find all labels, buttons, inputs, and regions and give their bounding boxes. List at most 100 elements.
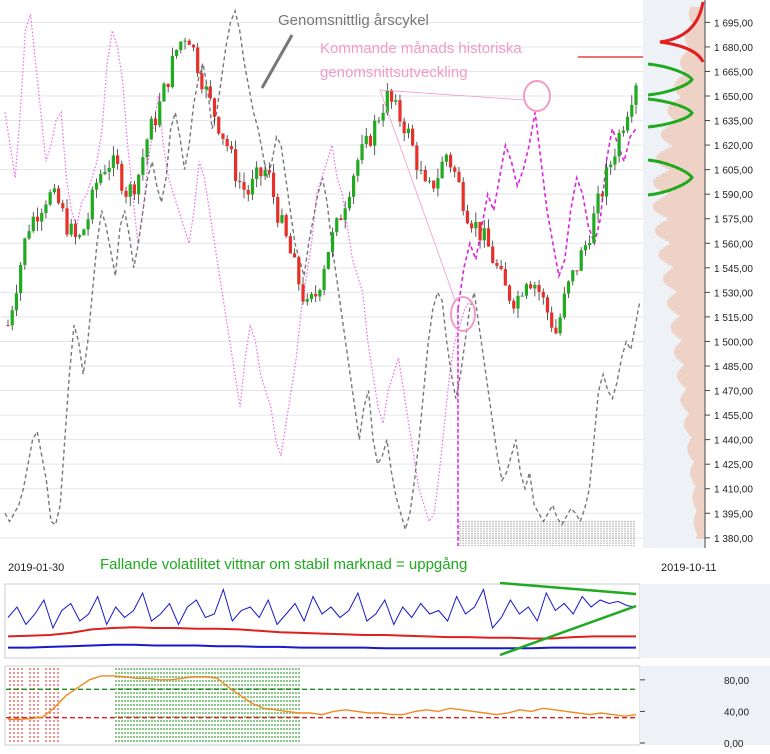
main-panel xyxy=(0,0,643,548)
candle-up xyxy=(250,179,255,195)
candle-down xyxy=(35,216,40,222)
candle-down xyxy=(132,184,137,195)
y-tick-label: 1 500,00 xyxy=(714,337,753,348)
candle-up xyxy=(579,250,583,271)
candle-up xyxy=(305,299,309,302)
volatility-axis-panel xyxy=(640,584,770,658)
candle-up xyxy=(566,281,571,294)
y-tick-label: 1 515,00 xyxy=(714,313,753,324)
candle-down xyxy=(541,291,545,298)
green-arrow xyxy=(647,62,694,97)
candle-down xyxy=(124,190,128,197)
candle-down xyxy=(297,257,301,285)
y-tick-label: 1 545,00 xyxy=(714,264,753,275)
y-tick-label: 1 485,00 xyxy=(714,362,753,373)
candle-up xyxy=(280,215,284,223)
rsi-tick-label: 0,00 xyxy=(724,739,744,749)
candle-up xyxy=(625,116,630,131)
candle-down xyxy=(229,146,233,150)
pink-pointer-top xyxy=(379,89,526,101)
candle-down xyxy=(73,223,78,238)
forecast-line xyxy=(457,112,637,309)
y-tick-label: 1 620,00 xyxy=(714,141,753,152)
candle-up xyxy=(174,49,179,57)
volatility-red-line xyxy=(7,626,636,640)
y-tick-label: 1 440,00 xyxy=(714,436,753,447)
y-tick-label: 1 590,00 xyxy=(714,190,753,201)
candle-up xyxy=(356,160,360,176)
candle-up xyxy=(48,192,52,205)
candle-up xyxy=(183,40,187,42)
candle-down xyxy=(288,236,292,254)
y-tick-label: 1 560,00 xyxy=(714,239,753,250)
y-tick-label: 1 455,00 xyxy=(714,411,753,422)
candle-up xyxy=(128,184,132,197)
candle-down xyxy=(221,133,225,139)
candle-up xyxy=(347,196,351,209)
candle-down xyxy=(550,312,554,328)
candle-up xyxy=(377,120,381,122)
candle-down xyxy=(389,90,394,102)
candle-down xyxy=(212,98,217,117)
candle-up xyxy=(99,174,103,183)
candle-up xyxy=(516,295,520,309)
rsi-line xyxy=(8,675,637,720)
candle-up xyxy=(137,174,141,195)
candle-down xyxy=(512,300,516,309)
candle-down xyxy=(491,246,495,263)
candle-down xyxy=(486,228,491,247)
candle-down xyxy=(423,169,427,182)
volatility-trend-top xyxy=(499,581,637,596)
candle-up xyxy=(482,228,486,241)
candle-up xyxy=(27,231,31,239)
price-lines xyxy=(4,8,641,546)
candle-down xyxy=(276,197,280,223)
candle-up xyxy=(82,229,86,236)
candle-up xyxy=(326,252,330,269)
candle-down xyxy=(432,180,436,189)
candle-up xyxy=(444,154,448,162)
y-tick-label: 1 680,00 xyxy=(714,43,753,54)
candle-up xyxy=(263,170,267,177)
candle-down xyxy=(196,47,200,74)
candle-down xyxy=(461,182,465,212)
candle-up xyxy=(609,164,613,168)
candle-down xyxy=(259,167,263,177)
candle-up xyxy=(90,189,94,220)
candle-up xyxy=(14,293,19,311)
candle-up xyxy=(40,212,44,222)
candle-down xyxy=(465,211,470,224)
candle-up xyxy=(436,178,440,189)
avg-cycle-line xyxy=(4,8,641,533)
candle-up xyxy=(474,221,478,229)
candle-up xyxy=(170,56,174,88)
pink-circle-bottom xyxy=(450,296,476,332)
candle-down xyxy=(56,188,61,204)
y-tick-label: 1 380,00 xyxy=(714,534,753,545)
volatility-blue-line xyxy=(7,587,637,630)
volatility-annotation: Fallande volatilitet vittnar om stabil m… xyxy=(100,556,467,573)
candle-down xyxy=(448,154,453,168)
volume-profile xyxy=(652,7,705,539)
rsi-axis-panel xyxy=(640,666,770,745)
green-arrow xyxy=(647,158,694,197)
candle-down xyxy=(166,83,170,88)
candle-up xyxy=(149,118,153,140)
candle-down xyxy=(242,182,246,190)
volatility-trend-bottom xyxy=(499,604,637,657)
candle-up xyxy=(558,317,562,334)
candle-up xyxy=(78,235,82,238)
candle-up xyxy=(406,128,411,134)
candle-down xyxy=(503,269,507,286)
candle-up xyxy=(52,188,56,193)
y-tick-label: 1 695,00 xyxy=(714,18,753,29)
annotation-next-month-1: Kommande månads historiska xyxy=(320,40,522,57)
candle-up xyxy=(10,310,14,326)
candle-up xyxy=(19,264,23,294)
annotation-next-month-2: genomsnittsutveckling xyxy=(320,64,468,81)
annotation-overlay xyxy=(260,1,705,546)
candle-down xyxy=(600,193,604,197)
candle-up xyxy=(630,104,634,117)
y-tick-label: 1 635,00 xyxy=(714,117,753,128)
